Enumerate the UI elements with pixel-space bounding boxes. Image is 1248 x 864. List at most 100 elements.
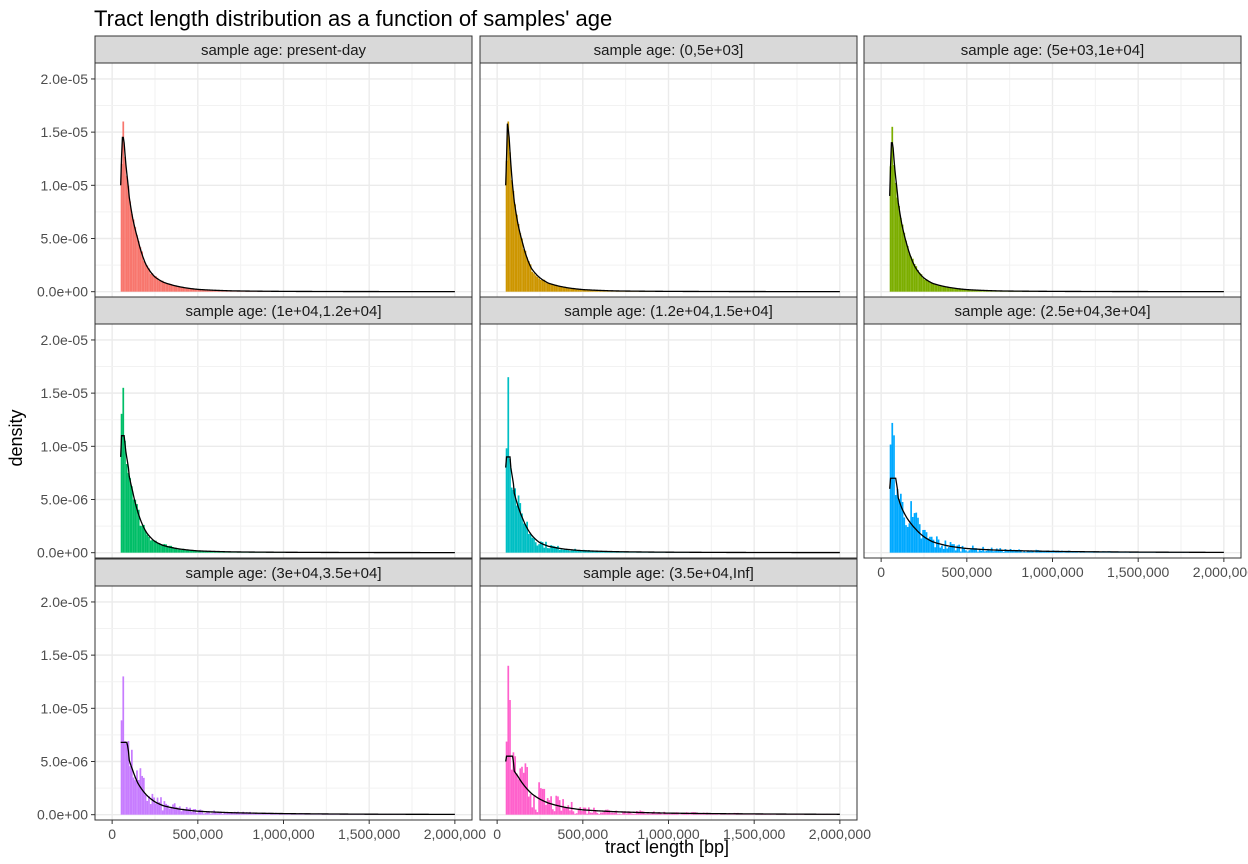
histogram-bar: [591, 551, 594, 553]
histogram-bar: [961, 289, 964, 292]
histogram-bar: [158, 802, 161, 815]
histogram-bar: [120, 413, 123, 553]
histogram-bar: [160, 280, 162, 292]
histogram-bar: [1011, 549, 1014, 553]
histogram-bar: [901, 224, 904, 292]
histogram-bar: [716, 813, 719, 815]
histogram-bar: [623, 811, 626, 815]
histogram-bar: [531, 271, 534, 292]
histogram-bar: [956, 288, 959, 292]
facet-strip: [479, 296, 858, 325]
histogram-bar: [175, 285, 178, 292]
histogram-bar: [149, 540, 152, 553]
histogram-bar: [656, 813, 659, 815]
histogram-bar: [134, 780, 137, 815]
histogram-bar: [194, 550, 197, 553]
histogram-bar: [910, 256, 912, 292]
histogram-bar: [539, 279, 542, 292]
histogram-bar: [130, 213, 133, 292]
histogram-bar: [1073, 551, 1075, 553]
histogram-bar: [951, 544, 954, 553]
histogram-bar: [617, 813, 619, 815]
histogram-bar: [637, 812, 640, 815]
histogram-bar: [570, 550, 573, 553]
histogram-bar: [922, 529, 924, 553]
histogram-bar: [182, 548, 185, 553]
histogram-bar: [593, 551, 595, 553]
histogram-bar: [208, 290, 210, 292]
histogram-bar: [651, 812, 654, 815]
histogram-bar: [187, 549, 190, 553]
histogram-bar: [154, 276, 157, 292]
histogram-bar: [173, 803, 176, 815]
histogram-bar: [509, 700, 511, 815]
histogram-bar: [166, 546, 169, 553]
histogram-bar: [920, 538, 923, 553]
facet-strip: [863, 35, 1242, 64]
histogram-bar: [896, 197, 899, 292]
x-axis-label: tract length [bp]: [605, 837, 729, 857]
histogram-bar: [182, 808, 185, 815]
histogram-bar: [591, 812, 594, 815]
histogram-bar: [550, 283, 552, 292]
histogram-bar: [603, 811, 606, 815]
histogram-bar: [611, 552, 614, 553]
histogram-bar: [192, 550, 195, 553]
histogram-bar: [894, 495, 897, 553]
histogram-bar: [533, 273, 535, 292]
histogram-bar: [134, 227, 137, 292]
histogram-bar: [577, 550, 580, 553]
histogram-bar: [935, 536, 938, 553]
histogram-bar: [959, 289, 962, 292]
histogram-bar: [536, 276, 539, 292]
histogram-bar: [977, 551, 979, 553]
histogram-bar: [572, 549, 575, 553]
histogram-bar: [567, 288, 570, 292]
histogram-bar: [927, 538, 930, 553]
facet-panel-border: [479, 323, 858, 559]
histogram-bar: [187, 808, 190, 815]
histogram-bar: [522, 249, 525, 292]
histogram-bar: [230, 812, 233, 815]
density-line: [120, 741, 455, 816]
histogram-bar: [517, 495, 520, 553]
histogram-bar: [598, 290, 600, 292]
histogram-bar: [173, 548, 176, 553]
x-tick-label: 2,000,000: [809, 826, 871, 842]
histogram-bar: [978, 549, 981, 553]
histogram-bar: [605, 809, 607, 815]
histogram-bar: [197, 289, 200, 292]
histogram-bar: [1049, 551, 1051, 553]
histogram-bar: [584, 807, 587, 815]
histogram-bar: [932, 539, 935, 553]
histogram-bar: [543, 279, 546, 292]
histogram-bar: [565, 807, 568, 815]
histogram-bar: [538, 278, 540, 292]
histogram-bar: [529, 264, 532, 292]
histogram-bar: [946, 548, 948, 553]
histogram-bar: [170, 545, 173, 553]
histogram-bar: [156, 277, 159, 292]
histogram-bar: [151, 793, 154, 815]
x-tick-label: 500,000: [942, 564, 993, 580]
histogram-bar: [1031, 550, 1034, 553]
histogram-bar: [209, 290, 212, 292]
histogram-bar: [569, 287, 571, 292]
histogram-bar: [250, 813, 253, 815]
histogram-bar: [158, 543, 161, 553]
histogram-bar: [937, 539, 940, 553]
histogram-bar: [925, 532, 928, 553]
histogram-bar: [574, 288, 576, 292]
facet-strip-label: sample age: (3.5e+04,Inf]: [583, 565, 754, 582]
histogram-bar: [587, 807, 590, 815]
histogram-bar: [514, 204, 516, 292]
histogram-bar: [185, 287, 188, 292]
histogram-bar: [254, 813, 257, 815]
histogram-bar: [517, 779, 520, 815]
histogram-bar: [557, 285, 559, 292]
histogram-bar: [185, 807, 188, 815]
histogram-bar: [283, 813, 286, 815]
histogram-bar: [982, 290, 984, 292]
histogram-bar: [989, 550, 991, 553]
histogram-bar: [594, 290, 597, 292]
